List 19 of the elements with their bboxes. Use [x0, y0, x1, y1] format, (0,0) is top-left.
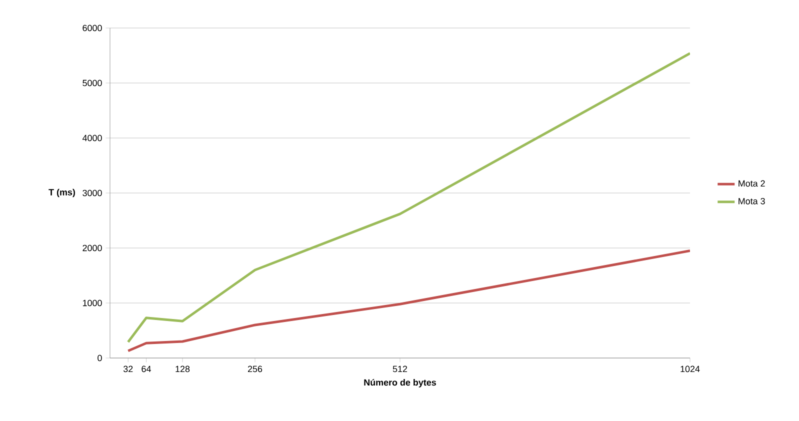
line-series [126, 250, 690, 352]
x-tick-label: 512 [392, 366, 408, 372]
y-tick-label: 6000 [82, 24, 102, 32]
legend-label: Mota 2 [738, 180, 765, 187]
y-tick-label: 0 [98, 354, 102, 362]
x-tick-label: 1024 [680, 366, 700, 372]
y-tick-label: 4000 [82, 134, 102, 142]
legend-label: Mota 3 [738, 198, 765, 204]
x-axis-title: Número de bytes [364, 378, 436, 388]
x-tick-label: 32 [123, 366, 133, 372]
y-tick-label: 3000 [82, 190, 102, 196]
x-tick-label: 64 [142, 366, 151, 372]
line-series [126, 52, 690, 344]
y-tick-label: 5000 [82, 80, 102, 86]
y-tick-label: 1000 [82, 300, 102, 306]
x-tick-label: 128 [176, 366, 190, 372]
y-tick-label: 2000 [82, 244, 102, 252]
x-tick-label: 256 [248, 366, 262, 372]
y-axis-title: T (ms) [48, 188, 75, 198]
